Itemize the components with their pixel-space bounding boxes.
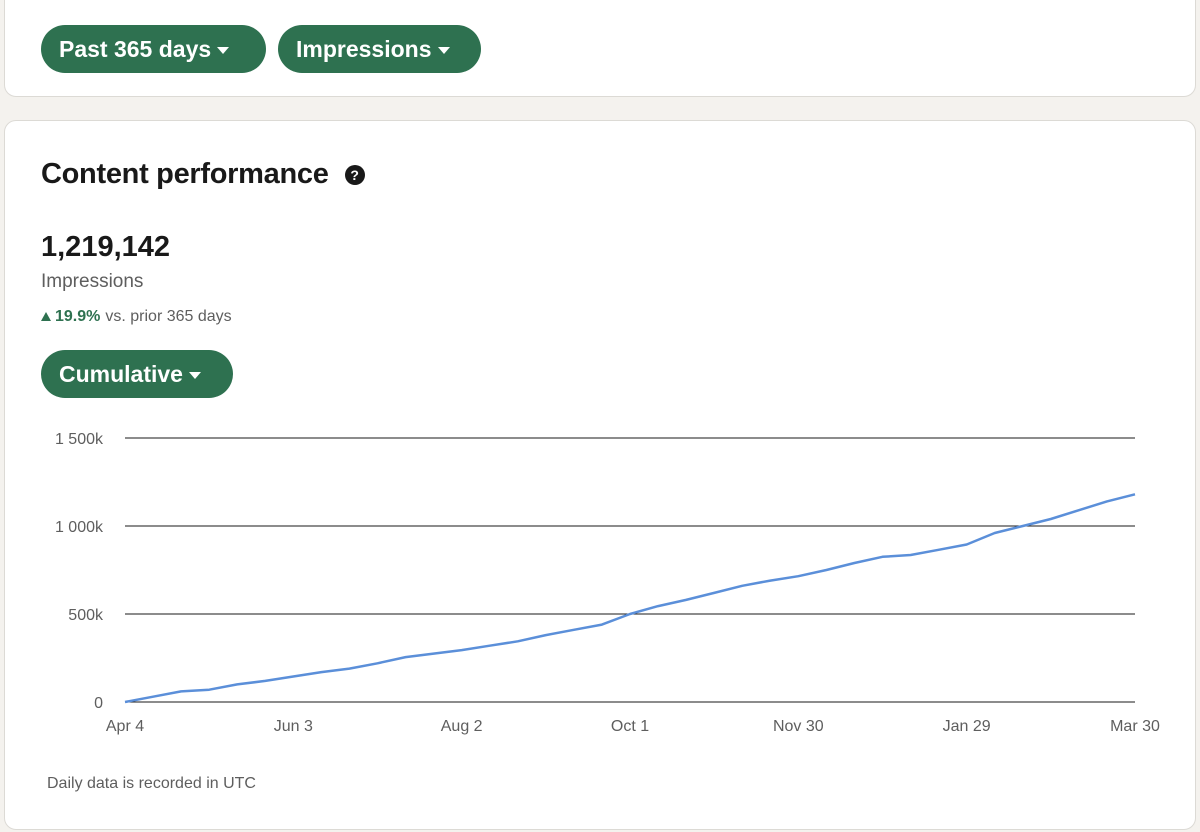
metric-label: Impressions	[296, 35, 432, 62]
x-tick-label: Jan 29	[943, 718, 991, 735]
footnote: Daily data is recorded in UTC	[47, 775, 256, 792]
impressions-line-chart: 0 500k 1 000k 1 500k Apr 4 Jun 3 Aug 2 Oct 1 Nov…	[55, 431, 1160, 735]
x-tick-label: Mar 30	[1110, 718, 1160, 735]
x-tick-label: Apr 4	[106, 718, 144, 735]
total-impressions-label: Impressions	[41, 271, 144, 292]
question-circle-icon[interactable]: ?	[344, 164, 365, 185]
impressions-series-line	[124, 493, 1136, 704]
caret-down-icon	[188, 371, 201, 379]
caret-down-icon	[437, 46, 450, 54]
card-title: Content performance ?	[41, 158, 365, 191]
card-title-text: Content performance	[41, 158, 329, 190]
caret-down-icon	[217, 46, 230, 54]
x-tick-label: Jun 3	[274, 718, 313, 735]
change-indicator: 19.9% vs. prior 365 days	[41, 308, 232, 326]
x-tick-label: Oct 1	[611, 718, 649, 735]
filter-bar: Past 365 days Impressions	[4, 0, 1196, 97]
content-performance-card: Content performance ? 1,219,142 Impressi…	[4, 120, 1196, 830]
date-range-label: Past 365 days	[59, 35, 212, 62]
y-tick-label: 0	[94, 695, 103, 712]
x-tick-label: Nov 30	[773, 718, 824, 735]
date-range-dropdown[interactable]: Past 365 days	[41, 25, 266, 73]
mode-label: Cumulative	[59, 360, 183, 387]
change-comparison-text: vs. prior 365 days	[105, 308, 232, 325]
y-tick-label: 1 500k	[55, 431, 104, 448]
metric-dropdown[interactable]: Impressions	[278, 25, 481, 73]
x-tick-label: Aug 2	[441, 718, 483, 735]
y-tick-label: 500k	[68, 607, 104, 624]
triangle-up-icon	[41, 311, 51, 321]
change-percent: 19.9%	[55, 308, 101, 325]
total-impressions-value: 1,219,142	[41, 231, 171, 263]
y-tick-label: 1 000k	[55, 519, 104, 536]
cumulative-dropdown[interactable]: Cumulative	[41, 350, 233, 398]
